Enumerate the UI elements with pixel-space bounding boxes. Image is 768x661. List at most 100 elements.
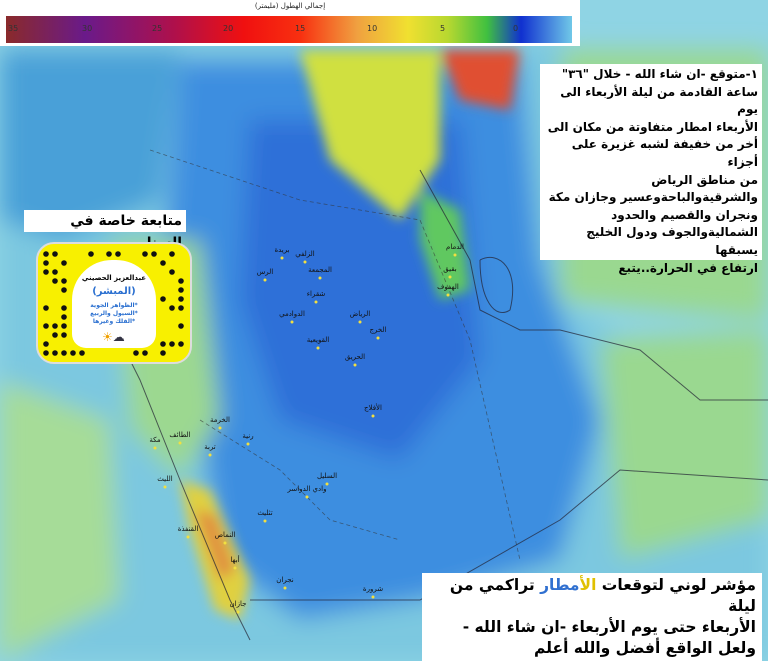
snapcode-dot (43, 341, 49, 347)
city-label: تربة (204, 443, 216, 451)
forecast-line: أخر من خفيفة لشبه غزيرة على أجزاء (571, 137, 758, 169)
snapcode-dot (52, 350, 58, 356)
snapchat-code[interactable]: عبدالعزيز الحصيني (المبشر) *الظواهر الجو… (36, 242, 192, 364)
legend-title: إجمالي الهطول (مليمتر) (254, 2, 326, 10)
snapcode-dot (52, 269, 58, 275)
city-marker (263, 519, 267, 523)
city-marker (283, 586, 287, 590)
snapcode-dot (61, 278, 67, 284)
snapcode-dot (142, 251, 148, 257)
caption-highlight: مطار (540, 576, 580, 594)
city-label: مكة (149, 436, 161, 444)
city-marker (223, 541, 227, 545)
city-label: الدمام (446, 243, 464, 251)
city-marker (453, 253, 457, 257)
snapcode-dot (160, 350, 166, 356)
city-marker (303, 260, 307, 264)
city-marker (371, 414, 375, 418)
snapcode-dot (178, 323, 184, 329)
city-label: السليل (316, 472, 338, 480)
snapcode-dot (52, 323, 58, 329)
forecast-line: ١-متوقع -ان شاء الله - خلال "٣٦" (561, 67, 758, 81)
snapcode-dot (70, 350, 76, 356)
snapcode-dot (43, 305, 49, 311)
snap-topic: *السيول والربيع (90, 310, 138, 317)
city-label: الحريق (344, 353, 366, 361)
city-marker (163, 485, 167, 489)
city-label: تثليث (257, 509, 273, 517)
city-label: الزلفي (295, 250, 315, 258)
city-label: الهفوف (437, 283, 459, 291)
snap-handle: (المبشر) (92, 286, 136, 297)
city-marker (314, 300, 318, 304)
legend-tick: 30 (82, 24, 93, 33)
city-marker (376, 336, 380, 340)
snapcode-dot (61, 287, 67, 293)
snapcode-dot (88, 251, 94, 257)
city-label: نجران (276, 576, 294, 584)
snapcode-dot (43, 251, 49, 257)
city-label: الأفلاج (364, 404, 382, 412)
city-label: رنية (242, 432, 254, 440)
snapcode-dot (52, 332, 58, 338)
caption-text: تراكمي من ليلة (449, 576, 756, 615)
snapcode-dot (169, 305, 175, 311)
city-marker (178, 441, 182, 445)
legend-tick: 35 (8, 24, 19, 33)
city-marker (263, 278, 267, 282)
snapchat-ghost-icon: عبدالعزيز الحصيني (المبشر) *الظواهر الجو… (72, 260, 156, 348)
snapcode-dot (43, 350, 49, 356)
city-label: بقيق (443, 265, 457, 273)
city-label: الطائف (169, 431, 191, 439)
caption-line-3: ولعل الواقع أفضل والله أعلم (534, 639, 756, 657)
city-label: أبها (230, 556, 240, 564)
snap-topic: *الظواهر الجوية (90, 302, 138, 309)
snapcode-dot (43, 260, 49, 266)
snapcode-dot (178, 278, 184, 284)
snapcode-dot (169, 251, 175, 257)
snapcode-dot (43, 269, 49, 275)
snapcode-dot (178, 305, 184, 311)
city-label: الخرج (369, 326, 387, 334)
city-label: النماص (214, 531, 236, 539)
legend-tick: 15 (295, 24, 306, 33)
city-marker (153, 446, 157, 450)
city-label: شرورة (362, 585, 384, 593)
snap-topic: *الفلك وغيرها (92, 318, 136, 325)
forecast-line: ساعة القادمة من ليلة الأربعاء الى يوم (560, 84, 758, 117)
city-label: المجمعة (308, 266, 332, 274)
city-marker (246, 442, 250, 446)
snapcode-dot (133, 350, 139, 356)
snapcode-dot (115, 251, 121, 257)
city-marker (358, 320, 362, 324)
city-label: القويعية (306, 336, 330, 344)
city-marker (353, 363, 357, 367)
snapcode-dot (61, 350, 67, 356)
caption-text: مؤشر لوني لتوقعات (596, 576, 756, 594)
forecast-text-box: ١-متوقع -ان شاء الله - خلال "٣٦" ساعة ال… (540, 64, 762, 275)
caption-line-1: مؤشر لوني لتوقعات الأمطار تراكمي من ليلة (428, 575, 756, 617)
snapcode-dots (43, 251, 184, 356)
snapcode-dot (178, 296, 184, 302)
forecast-line: من مناطق الرياض (651, 172, 758, 187)
city-label: الرس (256, 268, 274, 276)
city-marker (236, 610, 240, 614)
caption-line-2: الأربعاء حتى يوم الأربعاء -ان شاء الله - (462, 618, 756, 636)
city-marker (208, 453, 212, 457)
city-marker (371, 595, 375, 599)
legend-tick: 5 (440, 24, 446, 33)
city-marker (218, 426, 222, 430)
legend-tick: 20 (223, 24, 234, 33)
city-label: الليث (157, 475, 173, 483)
sun-cloud-icon: ☀☁ (102, 330, 125, 344)
snapcode-dot (160, 296, 166, 302)
city-label: بريدة (274, 246, 290, 254)
city-marker (305, 495, 309, 499)
city-marker (290, 320, 294, 324)
city-marker (446, 293, 450, 297)
snapcode-dot (178, 341, 184, 347)
snapcode-dot (61, 332, 67, 338)
snapcode-dot (160, 260, 166, 266)
snapchat-title: متابعة خاصة في السناب (24, 210, 186, 251)
snapcode-dot (52, 278, 58, 284)
